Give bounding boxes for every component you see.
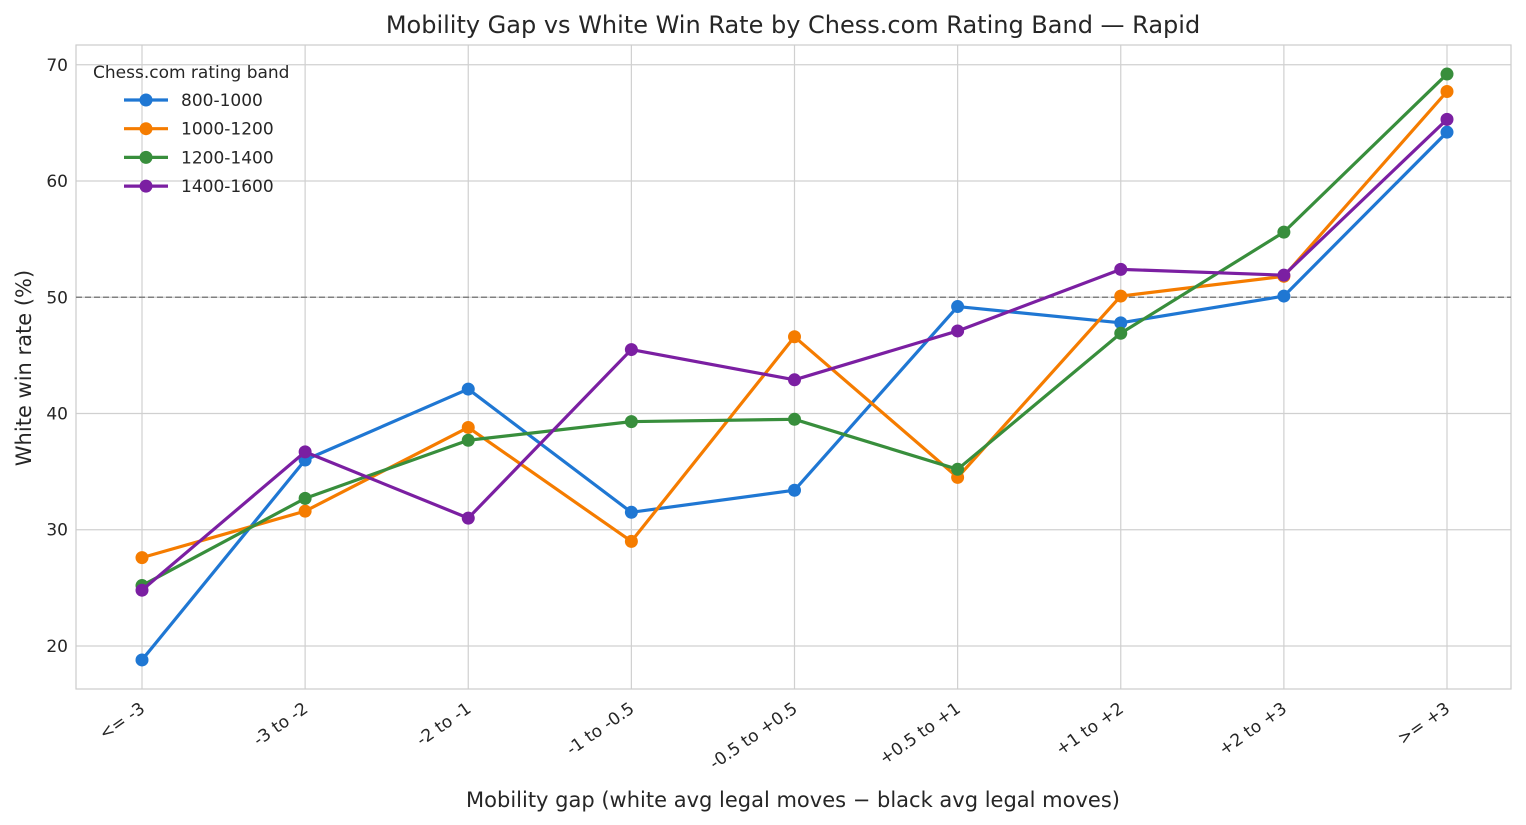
legend-swatch-marker — [139, 179, 153, 193]
data-point-1000-1200 — [461, 420, 475, 434]
x-tick-label: <= -3 — [96, 699, 149, 745]
x-tick-label: +1 to +2 — [1052, 699, 1127, 760]
legend-label: 800-1000 — [181, 91, 263, 111]
data-point-800-1000 — [951, 300, 965, 314]
x-axis-label: Mobility gap (white avg legal moves − bl… — [466, 788, 1120, 812]
data-point-1400-1600 — [788, 373, 801, 387]
legend-label: 1000-1200 — [181, 120, 274, 140]
data-point-800-1000 — [1277, 289, 1291, 303]
legend: Chess.com rating band 800-1000 1000-1200 12… — [93, 63, 289, 197]
data-point-800-1000 — [461, 382, 475, 396]
plot-frame — [75, 44, 1512, 690]
data-point-1000-1200 — [1440, 84, 1454, 98]
x-tick-label: +0.5 to +1 — [876, 699, 965, 769]
data-point-1400-1600 — [461, 511, 475, 525]
data-point-1000-1200 — [135, 551, 149, 565]
data-point-1200-1400 — [951, 462, 965, 476]
data-point-1400-1600 — [1114, 262, 1128, 276]
y-axis-label: White win rate (%) — [12, 270, 36, 466]
legend-label: 1200-1400 — [181, 148, 274, 168]
data-point-1400-1600 — [1277, 268, 1291, 282]
data-point-1400-1600 — [1440, 112, 1454, 126]
data-point-1000-1200 — [298, 504, 312, 518]
data-point-1400-1600 — [951, 324, 965, 338]
x-tick-label: -1 to -0.5 — [563, 699, 638, 760]
data-point-1200-1400 — [298, 491, 312, 505]
legend-swatch-marker — [139, 150, 153, 164]
data-point-1000-1200 — [788, 330, 801, 344]
x-tick-label: -3 to -2 — [250, 699, 312, 751]
legend-label: 1400-1600 — [181, 177, 274, 197]
data-point-800-1000 — [1440, 125, 1454, 139]
y-tick-label: 70 — [46, 56, 68, 76]
y-tick-label: 60 — [46, 172, 68, 192]
chart-title: Mobility Gap vs White Win Rate by Chess.… — [386, 11, 1200, 39]
y-tick-label: 40 — [46, 404, 68, 424]
data-point-800-1000 — [624, 505, 638, 519]
data-point-1200-1400 — [1114, 326, 1128, 340]
y-tick-label: 50 — [46, 288, 68, 308]
data-point-1200-1400 — [461, 433, 475, 447]
data-point-800-1000 — [788, 483, 801, 497]
data-point-1200-1400 — [624, 415, 638, 429]
legend-title: Chess.com rating band — [93, 63, 289, 83]
x-tick-label: >= +3 — [1394, 699, 1454, 749]
x-tick-label: -2 to -1 — [413, 699, 475, 751]
y-tick-label: 20 — [46, 637, 68, 657]
data-point-800-1000 — [1114, 316, 1128, 330]
y-tick-label: 30 — [46, 521, 68, 541]
legend-swatch-marker — [139, 122, 153, 136]
data-point-1400-1600 — [298, 445, 312, 459]
data-point-1400-1600 — [624, 343, 638, 357]
data-point-800-1000 — [135, 653, 149, 667]
data-point-1200-1400 — [1440, 67, 1454, 81]
legend-swatch-marker — [139, 93, 153, 107]
data-point-1200-1400 — [788, 412, 801, 426]
x-tick-label: +2 to +3 — [1215, 699, 1290, 760]
data-point-1000-1200 — [1114, 289, 1128, 303]
data-point-1000-1200 — [624, 534, 638, 548]
x-tick-label: -0.5 to +0.5 — [706, 699, 801, 774]
data-point-1400-1600 — [135, 583, 149, 597]
data-point-1200-1400 — [1277, 225, 1291, 239]
